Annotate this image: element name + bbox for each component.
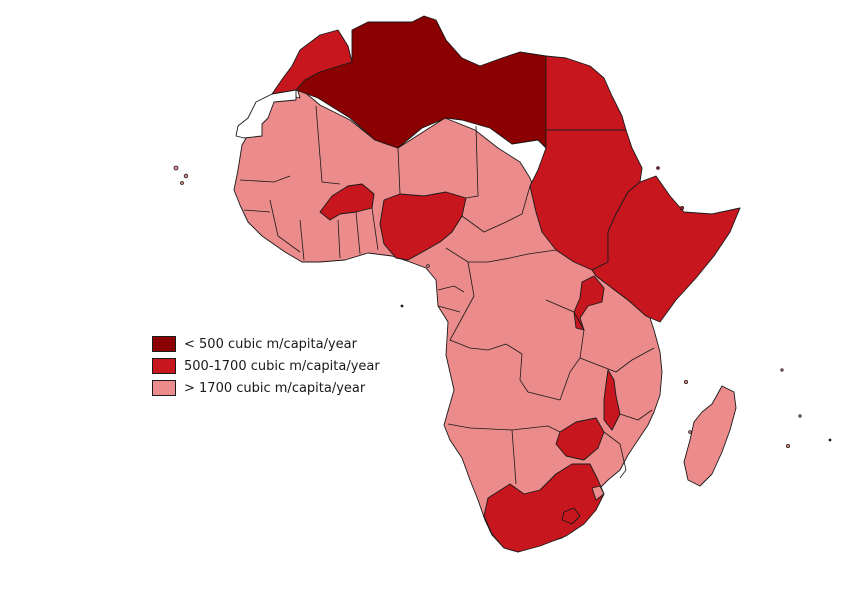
region-nigeria bbox=[379, 191, 467, 261]
internal-borders bbox=[239, 105, 655, 485]
island bbox=[656, 166, 660, 170]
legend-swatch-scarcity bbox=[152, 336, 176, 352]
legend-label-adequate: > 1700 cubic m/capita/year bbox=[184, 380, 366, 396]
island bbox=[688, 430, 692, 434]
island bbox=[400, 304, 404, 308]
island bbox=[786, 443, 791, 448]
island bbox=[180, 181, 184, 185]
legend-item-stress: 500-1700 cubic m/capita/year bbox=[152, 355, 380, 377]
island bbox=[426, 264, 430, 268]
region-lesotho bbox=[561, 507, 581, 525]
region-madagascar bbox=[683, 385, 737, 487]
region-horn bbox=[591, 175, 741, 323]
island bbox=[684, 379, 689, 384]
region-burkina bbox=[319, 183, 375, 221]
islands bbox=[173, 165, 832, 448]
island bbox=[173, 165, 179, 171]
island bbox=[680, 205, 685, 210]
region-malawi bbox=[603, 369, 621, 431]
region-eswatini bbox=[591, 485, 605, 501]
legend-item-adequate: > 1700 cubic m/capita/year bbox=[152, 377, 380, 399]
legend-label-scarcity: < 500 cubic m/capita/year bbox=[184, 336, 357, 352]
region-western-sahara bbox=[235, 89, 297, 139]
legend-swatch-adequate bbox=[152, 380, 176, 396]
island bbox=[780, 368, 784, 372]
island bbox=[183, 173, 189, 179]
region-south-africa bbox=[483, 463, 605, 553]
region-uganda-rwanda bbox=[573, 275, 605, 331]
region-egypt bbox=[545, 55, 627, 131]
legend-item-scarcity: < 500 cubic m/capita/year bbox=[152, 333, 380, 355]
region-north-central bbox=[295, 15, 547, 149]
map-legend: < 500 cubic m/capita/year 500-1700 cubic… bbox=[152, 333, 380, 399]
island bbox=[828, 438, 832, 442]
legend-label-stress: 500-1700 cubic m/capita/year bbox=[184, 358, 380, 374]
island bbox=[798, 414, 802, 418]
region-zimbabwe bbox=[555, 417, 605, 461]
legend-swatch-stress bbox=[152, 358, 176, 374]
